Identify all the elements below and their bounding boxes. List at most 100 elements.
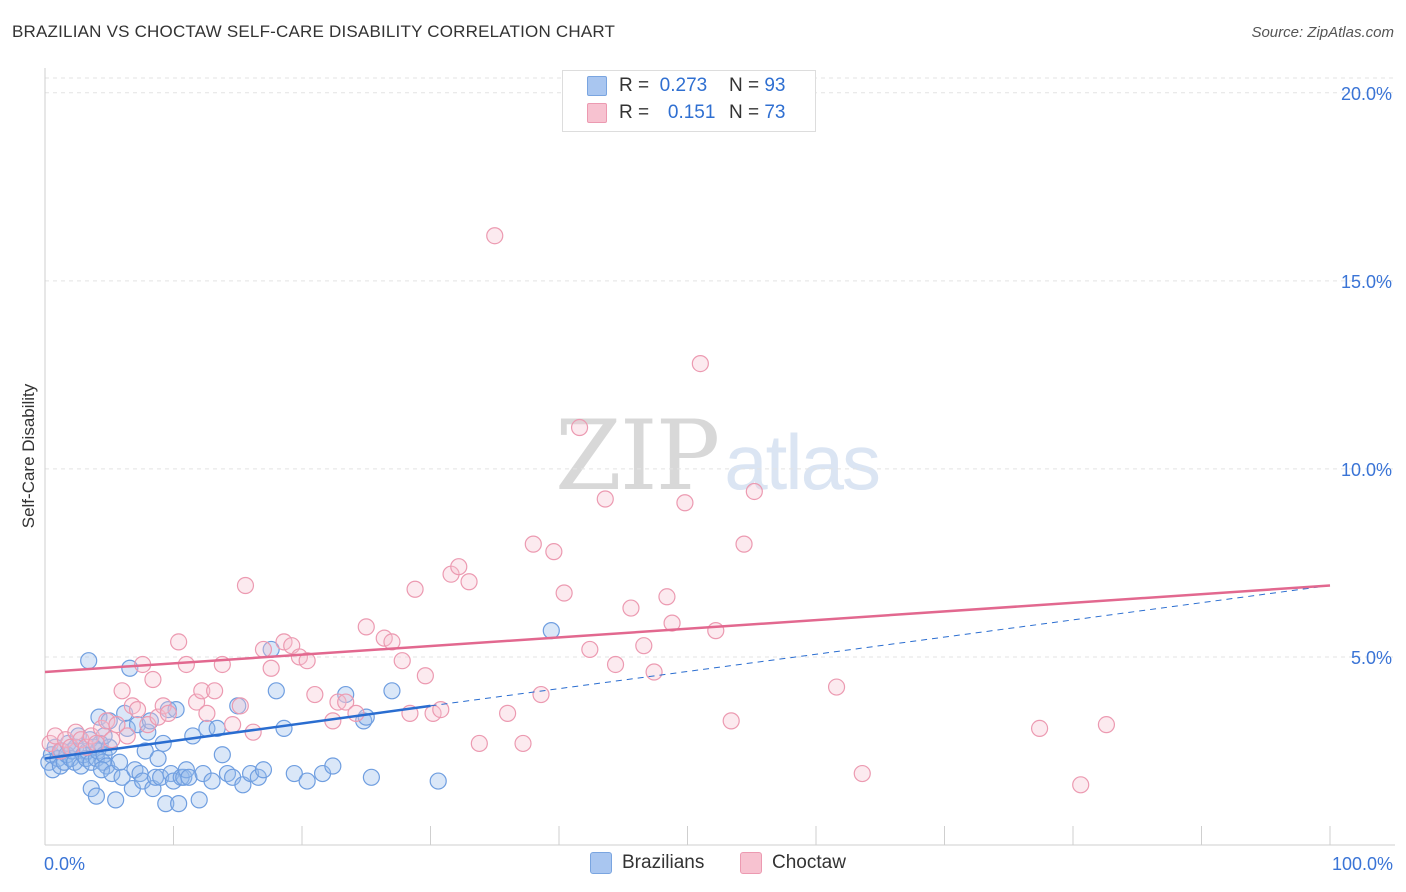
- brazilian-trend-line: [44, 704, 431, 760]
- brazilian-point: [285, 764, 303, 783]
- y-axis-label: Self-Care Disability: [19, 383, 38, 528]
- x-tick-label: 100.0%: [1332, 854, 1393, 874]
- choctaw-trend-line: [44, 584, 1331, 674]
- choctaw-point: [570, 418, 589, 437]
- brazilian-point: [203, 772, 221, 790]
- choctaw-point: [853, 764, 871, 783]
- choctaw-point: [1072, 776, 1090, 794]
- x-tick-label: 0.0%: [44, 854, 85, 874]
- brazilian-point: [184, 727, 202, 745]
- chart-title: BRAZILIAN VS CHOCTAW SELF-CARE DISABILIT…: [12, 22, 616, 41]
- choctaw-point: [645, 663, 663, 681]
- choctaw-point: [691, 354, 709, 373]
- brazilian-point: [80, 652, 98, 670]
- choctaw-point: [231, 697, 249, 715]
- choctaw-point: [144, 670, 162, 689]
- choctaw-point: [707, 622, 725, 640]
- choctaw-point: [128, 701, 147, 719]
- legend-n-value: 93: [764, 75, 786, 96]
- choctaw-point: [514, 734, 532, 753]
- choctaw-point: [663, 614, 681, 632]
- choctaw-point: [745, 482, 763, 501]
- choctaw-point: [206, 682, 224, 700]
- brazilian-point: [362, 768, 380, 786]
- brazilian-point: [275, 719, 293, 738]
- choctaw-point: [224, 716, 242, 734]
- choctaw-point: [159, 704, 177, 722]
- choctaw-point: [596, 490, 614, 508]
- legend-n-label: N =: [728, 75, 760, 96]
- brazilian-point: [136, 742, 154, 760]
- choctaw-point: [432, 701, 450, 719]
- choctaw-point: [98, 712, 116, 730]
- brazilian-point: [113, 768, 131, 786]
- bottom-legend-choctaw: Choctaw: [740, 852, 846, 876]
- brazilian-point: [107, 791, 125, 809]
- legend-r-value: 0.273: [659, 75, 708, 96]
- brazilian-point: [92, 761, 111, 779]
- y-tick-label: 20.0%: [1341, 84, 1392, 104]
- brazilian-point: [110, 753, 129, 771]
- choctaw-point: [499, 704, 517, 722]
- legend-r-value: 0.151: [667, 102, 716, 123]
- brazilian-point: [383, 682, 401, 700]
- legend-swatch-brazilians: [587, 75, 607, 96]
- data-points: [40, 227, 1116, 813]
- legend-r-label: R =: [619, 102, 650, 123]
- choctaw-point: [722, 712, 740, 730]
- legend-row-brazilians: R = 0.273 N = 93: [587, 75, 785, 101]
- choctaw-point: [170, 633, 188, 651]
- brazilian-point: [429, 772, 447, 790]
- choctaw-point: [383, 633, 401, 651]
- choctaw-point: [450, 558, 468, 576]
- choctaw-point: [532, 685, 550, 704]
- grid-lines: [45, 77, 1395, 658]
- brazilian-point: [190, 791, 208, 809]
- choctaw-point: [676, 494, 694, 512]
- brazilian-trend-extension: [430, 584, 1331, 707]
- brazilian-point: [170, 795, 188, 813]
- choctaw-point: [244, 723, 262, 741]
- choctaw-point: [416, 667, 434, 685]
- choctaw-point: [108, 716, 126, 734]
- choctaw-point: [46, 727, 64, 745]
- brazilian-point: [324, 757, 342, 775]
- choctaw-point: [177, 655, 195, 674]
- source-label: Source: ZipAtlas.com: [1251, 24, 1394, 41]
- brazilian-point: [298, 772, 316, 790]
- choctaw-point: [236, 576, 255, 595]
- brazilian-point: [152, 768, 170, 786]
- legend-swatch-choctaw: [587, 102, 607, 123]
- choctaw-point: [347, 704, 365, 722]
- y-tick-label: 10.0%: [1341, 460, 1392, 480]
- watermark-zip: ZIP: [555, 400, 720, 512]
- legend-row-choctaw: R = 0.151 N = 73: [587, 102, 785, 128]
- choctaw-point: [298, 652, 316, 670]
- choctaw-point: [337, 693, 355, 711]
- choctaw-point: [357, 618, 375, 636]
- axes: [44, 68, 1395, 846]
- choctaw-point: [606, 655, 625, 674]
- choctaw-point: [635, 637, 653, 655]
- axis-labels: 5.0% 10.0% 15.0% 20.0% 0.0% 100.0% Self-Care D…: [19, 84, 1393, 874]
- choctaw-point: [103, 731, 121, 749]
- choctaw-point: [149, 708, 167, 726]
- watermark-atlas: atlas: [724, 418, 881, 506]
- choctaw-point: [306, 685, 324, 704]
- choctaw-point: [545, 543, 563, 561]
- choctaw-point: [1097, 716, 1116, 734]
- brazilian-point: [149, 749, 167, 768]
- brazilian-point: [87, 787, 106, 805]
- choctaw-point: [486, 227, 504, 245]
- brazilian-point: [254, 761, 273, 779]
- choctaw-point: [658, 588, 676, 606]
- bottom-legend-swatch-brazilians: [590, 852, 612, 874]
- legend-n-label: N =: [728, 102, 760, 123]
- legend-n-value: 73: [764, 102, 786, 123]
- choctaw-point: [827, 678, 846, 696]
- bottom-legend-label: Choctaw: [772, 852, 846, 874]
- choctaw-point: [470, 734, 488, 753]
- y-tick-label: 15.0%: [1341, 272, 1392, 292]
- choctaw-point: [581, 640, 599, 659]
- choctaw-point: [254, 640, 273, 659]
